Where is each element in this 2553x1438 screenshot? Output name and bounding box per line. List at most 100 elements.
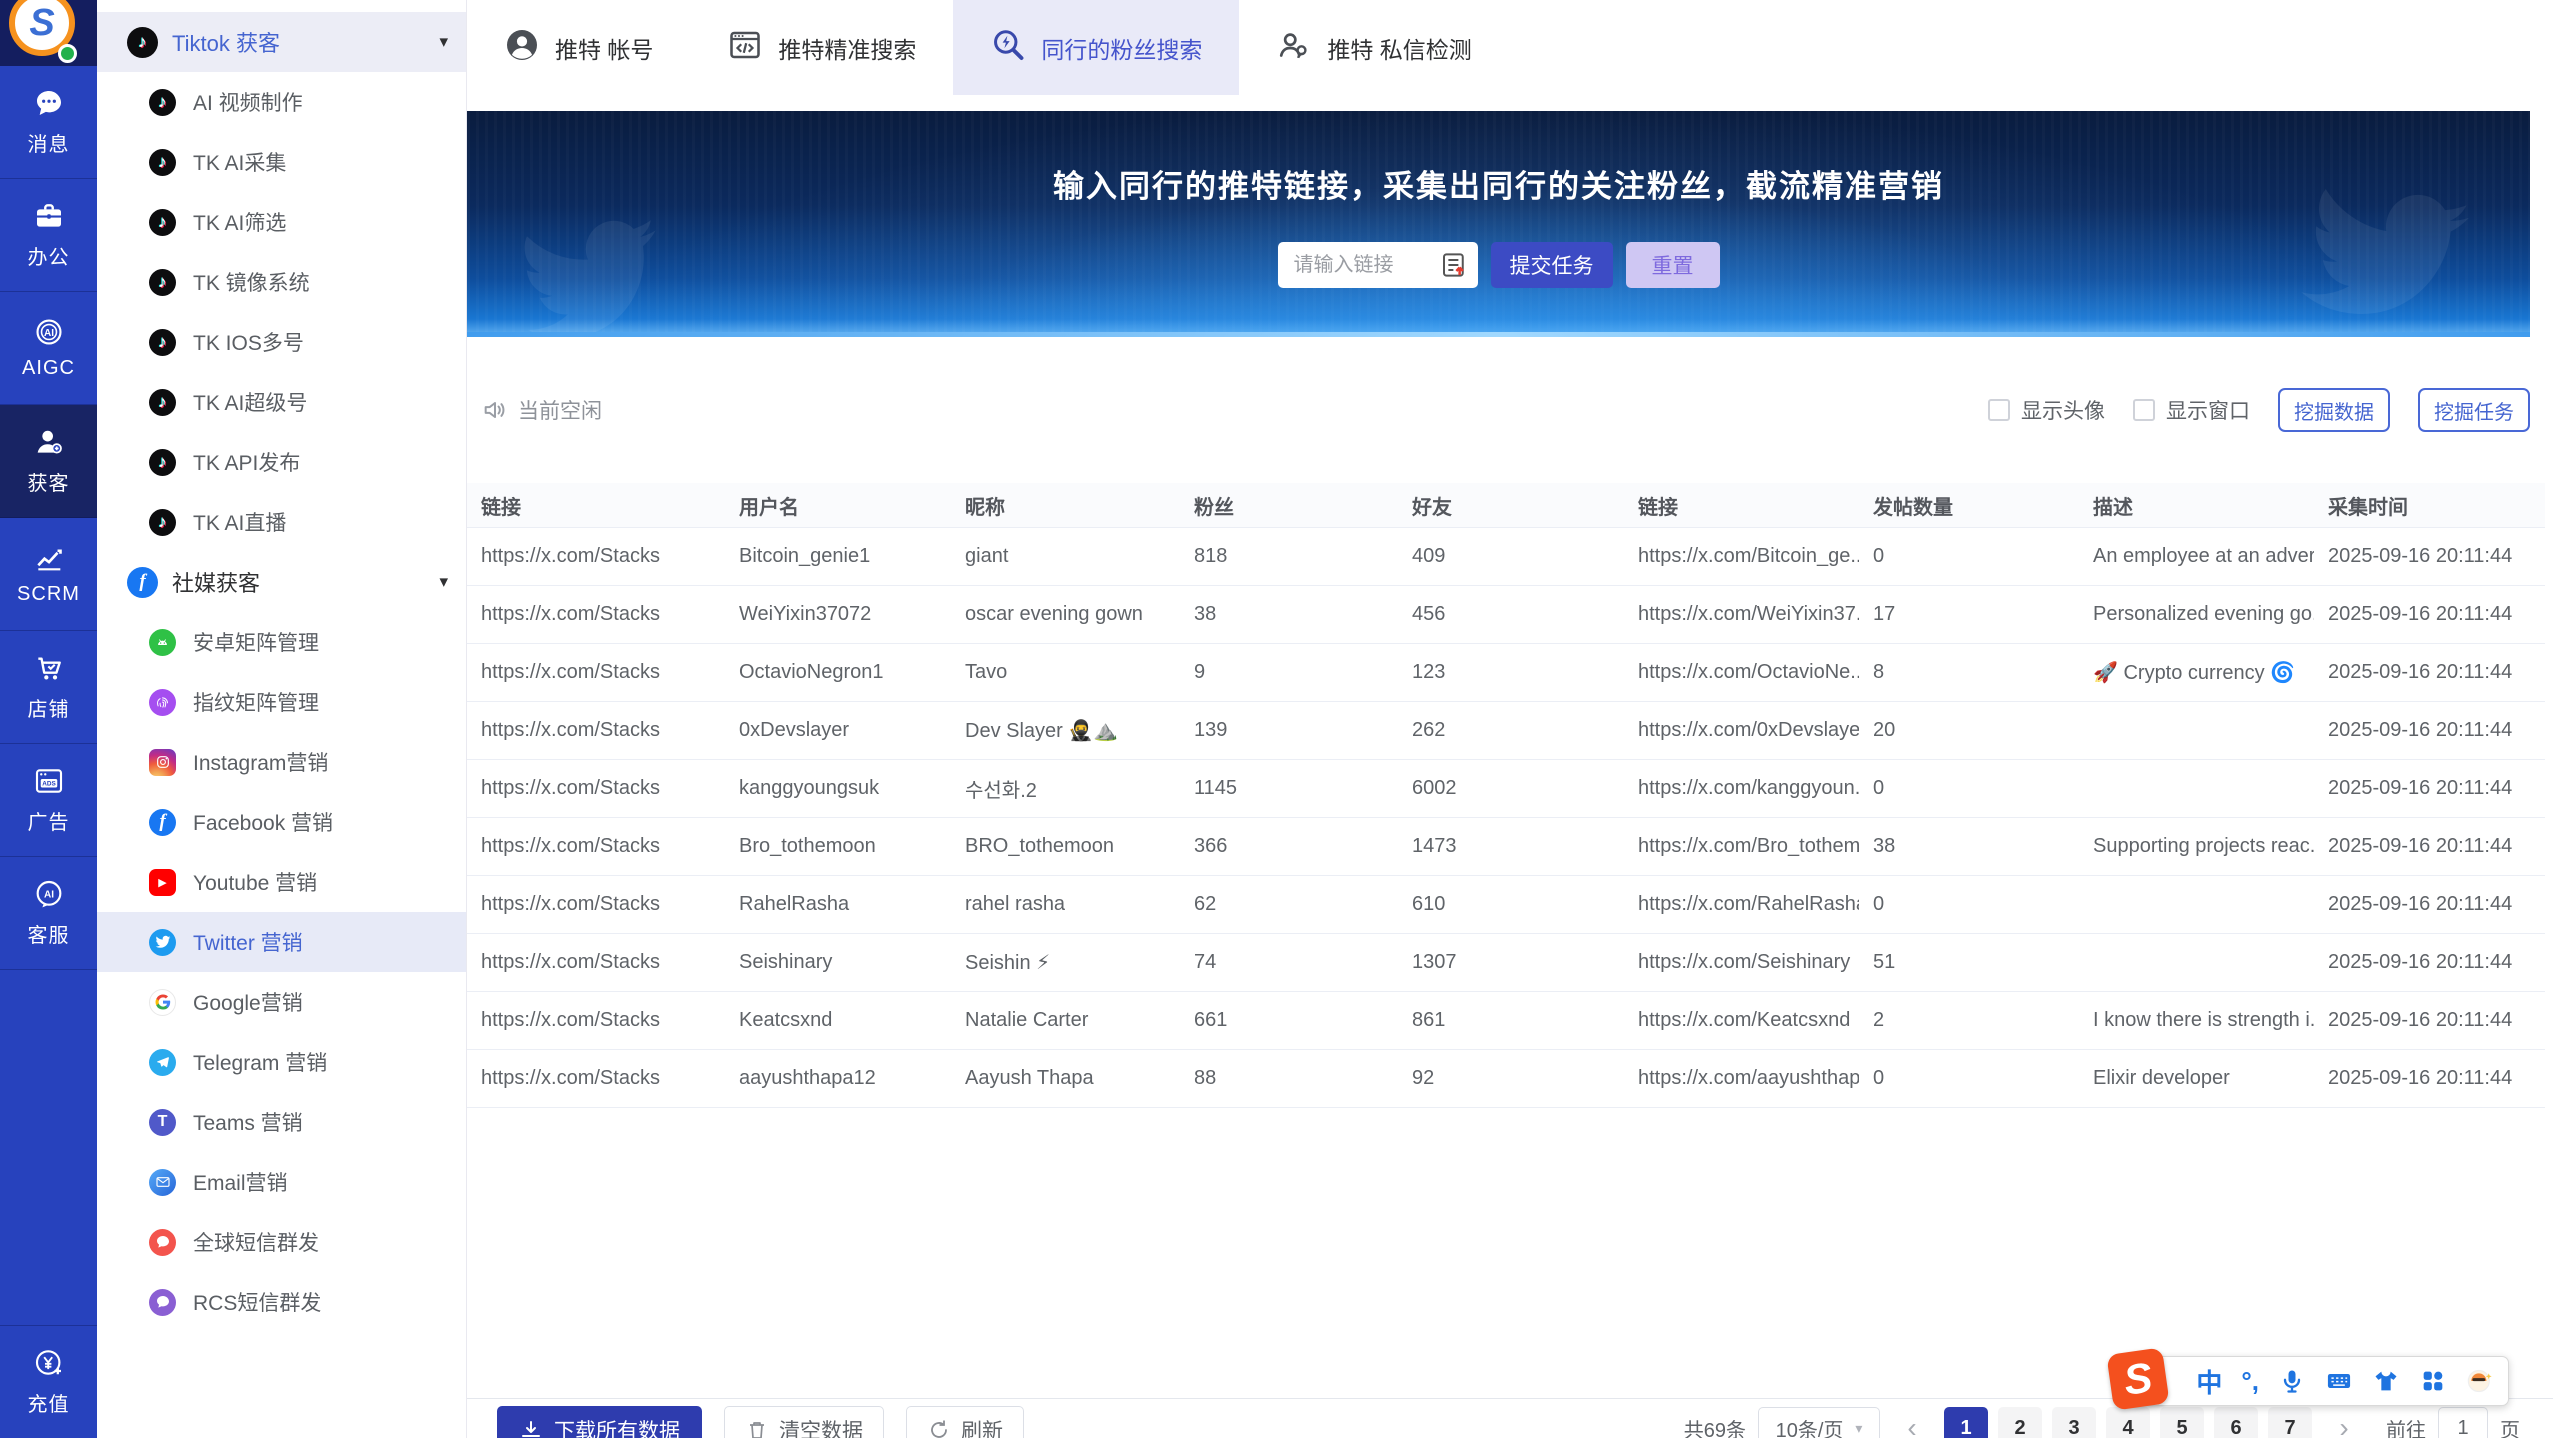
sidebar-item[interactable]: Email营销 [97,1152,466,1212]
table-cell: 20 [1873,719,1896,741]
page-number-button[interactable]: 3 [2052,1407,2096,1438]
sidebar-item[interactable]: Instagram营销 [97,732,466,792]
tiktok-icon: ♪ [149,148,176,176]
tab-user-avatar[interactable]: 推特 帐号 [467,0,690,95]
sidebar-item[interactable]: ♪ TK 镜像系统 [97,252,466,312]
sidebar-item[interactable]: 全球短信群发 [97,1212,466,1272]
total-count: 共69条 [1683,1419,1746,1438]
rail-item-shop[interactable]: 店铺 [0,631,97,744]
apps-grid-icon[interactable] [2419,1367,2447,1395]
rail-item-acquire[interactable]: 获客 [0,405,97,518]
sidebar-item[interactable]: Google营销 [97,972,466,1032]
tab-search-bolt[interactable]: 同行的粉丝搜索 [953,0,1240,95]
sidebar-item[interactable]: ♪ TK AI筛选 [97,192,466,252]
table-cell: https://x.com/Stacks [481,603,660,625]
link-input[interactable] [1291,252,1439,278]
hero-banner: 输入同行的推特链接，采集出同行的关注粉丝，截流精准营销 提交任务 重置 [467,111,2530,337]
rail-spacer [0,970,97,1325]
rail-item-recharge[interactable]: 充值 [0,1325,97,1438]
banner-title: 输入同行的推特链接，采集出同行的关注粉丝，截流精准营销 [1053,169,1944,204]
page-size-select[interactable]: 10条/页 [1758,1407,1880,1438]
table-row: https://x.com/Stacks WeiYixin37072 oscar e… [467,586,2545,644]
goto-suffix: 页 [2500,1419,2520,1438]
sogou-logo[interactable]: S [2106,1347,2170,1411]
mine-data-button[interactable]: 挖掘数据 [2278,388,2390,432]
rail-item-briefcase[interactable]: 办公 [0,179,97,292]
table-cell: Natalie Carter [965,1009,1089,1031]
keyboard-icon[interactable] [2325,1367,2353,1395]
page-number-button[interactable]: 2 [1998,1407,2042,1438]
sidebar-item[interactable]: ♪ TK AI直播 [97,492,466,552]
sidebar-item[interactable]: 指纹矩阵管理 [97,672,466,732]
user-avatar-icon [504,27,540,69]
sidebar-item[interactable]: 安卓矩阵管理 [97,612,466,672]
goto-label: 前往 [2386,1419,2426,1438]
sidebar-item[interactable]: f Facebook 营销 [97,792,466,852]
sidebar-group-tiktok[interactable]: ♪ Tiktok 获客 [97,12,466,72]
table-cell: 2025-09-16 20:11:44 [2328,893,2513,915]
skin-icon[interactable] [2372,1367,2400,1395]
rail-item-aigc[interactable]: AI AIGC [0,292,97,405]
service-icon: AI [33,878,65,910]
online-status-dot [58,44,77,63]
page-number-button[interactable]: 1 [1944,1407,1988,1438]
rail-item-service[interactable]: AI 客服 [0,857,97,970]
status-text: 当前空闲 [518,400,602,423]
rail-item-chat[interactable]: 消息 [0,66,97,179]
next-page-button[interactable] [2324,1407,2364,1438]
page-number-button[interactable]: 6 [2214,1407,2258,1438]
column-header: 粉丝 [1194,496,1234,519]
prev-page-button[interactable] [1892,1407,1932,1438]
table-cell: 610 [1412,893,1446,915]
page-number-button[interactable]: 7 [2268,1407,2312,1438]
ime-lang-toggle[interactable]: 中 [2196,1367,2223,1398]
chevron-down-icon [439,32,448,52]
tab-users[interactable]: 推特 私信检测 [1239,0,1508,95]
recharge-icon [33,1347,65,1379]
sidebar-item[interactable]: ♪ TK AI超级号 [97,372,466,432]
paste-link-icon[interactable] [1439,250,1469,280]
table-cell: https://x.com/Seishinary [1638,951,1851,973]
clear-data-button[interactable]: 清空数据 [724,1406,884,1438]
sidebar-item[interactable]: ▶ Youtube 营销 [97,852,466,912]
sidebar-item[interactable]: Telegram 营销 [97,1032,466,1092]
table-cell: Keatcsxnd [739,1009,833,1031]
app-logo[interactable]: S [0,0,97,66]
table-cell: Seishinary [739,951,833,973]
sidebar-item[interactable]: Twitter 营销 [97,912,466,972]
mine-task-button[interactable]: 挖掘任务 [2418,388,2530,432]
goto-page-input[interactable] [2438,1407,2488,1438]
refresh-button[interactable]: 刷新 [906,1406,1024,1438]
microphone-icon[interactable] [2278,1367,2306,1395]
show-avatar-checkbox[interactable]: 显示头像 [1988,395,2105,425]
sidebar-group-social[interactable]: f 社媒获客 [97,552,466,612]
reset-button[interactable]: 重置 [1625,242,1720,288]
submit-task-button[interactable]: 提交任务 [1490,242,1613,288]
sidebar-item[interactable]: ♪ AI 视频制作 [97,72,466,132]
table-cell: 0 [1873,777,1885,799]
sidebar-item[interactable]: RCS短信群发 [97,1272,466,1332]
column-header: 描述 [2093,496,2133,519]
download-all-button[interactable]: 下载所有数据 [497,1406,702,1438]
sidebar-item[interactable]: T Teams 营销 [97,1092,466,1152]
sidebar-item[interactable]: ♪ TK AI采集 [97,132,466,192]
sidebar-item[interactable]: ♪ TK IOS多号 [97,312,466,372]
emoji-assistant-icon[interactable] [2466,1367,2494,1395]
column-header: 发帖数量 [1873,496,1953,519]
table-cell: 818 [1194,545,1228,567]
tab-browser-code[interactable]: 推特精准搜索 [690,0,953,95]
page-number-button[interactable]: 4 [2106,1407,2150,1438]
table-cell: 123 [1412,661,1446,683]
table-cell: aayushthapa12 [739,1067,876,1089]
table-cell: 62 [1194,893,1217,915]
table-cell: oscar evening gown [965,603,1143,625]
sidebar-item[interactable]: ♪ TK API发布 [97,432,466,492]
rail-item-chart[interactable]: SCRM [0,518,97,631]
table-cell: Aayush Thapa [965,1067,1094,1089]
table-cell: giant [965,545,1009,567]
ime-punctuation-toggle[interactable]: °, [2241,1365,2259,1396]
page-number-button[interactable]: 5 [2160,1407,2204,1438]
show-window-checkbox[interactable]: 显示窗口 [2133,395,2250,425]
rail-item-ads[interactable]: ADS 广告 [0,744,97,857]
